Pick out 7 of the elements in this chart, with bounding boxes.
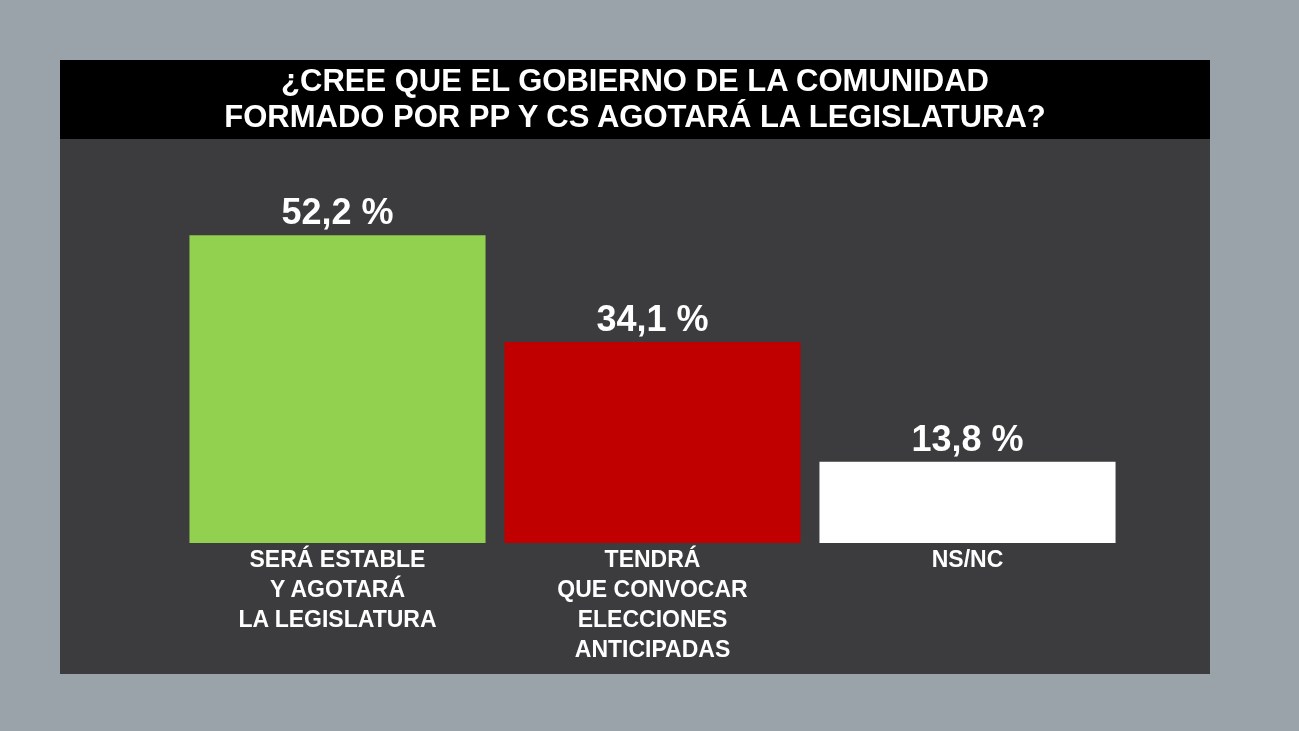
x-tick-label: NS/NC: [931, 546, 1004, 572]
chart-title: ¿CREE QUE EL GOBIERNO DE LA COMUNIDAD FORMADO POR PP Y CS AGOTARÁ LA LEGISLATURA?: [60, 60, 1210, 139]
data-label: 34,1 %: [596, 297, 709, 339]
x-tick-label: SERÁ ESTABLE Y AGOTARÁ LA LEGISLATURA: [238, 545, 437, 632]
x-tick-label: TENDRÁ QUE CONVOCAR ELECCIONES ANTICIPADAS: [557, 545, 749, 662]
data-label: 13,8 %: [911, 417, 1024, 459]
data-label: 52,2 %: [281, 191, 394, 233]
